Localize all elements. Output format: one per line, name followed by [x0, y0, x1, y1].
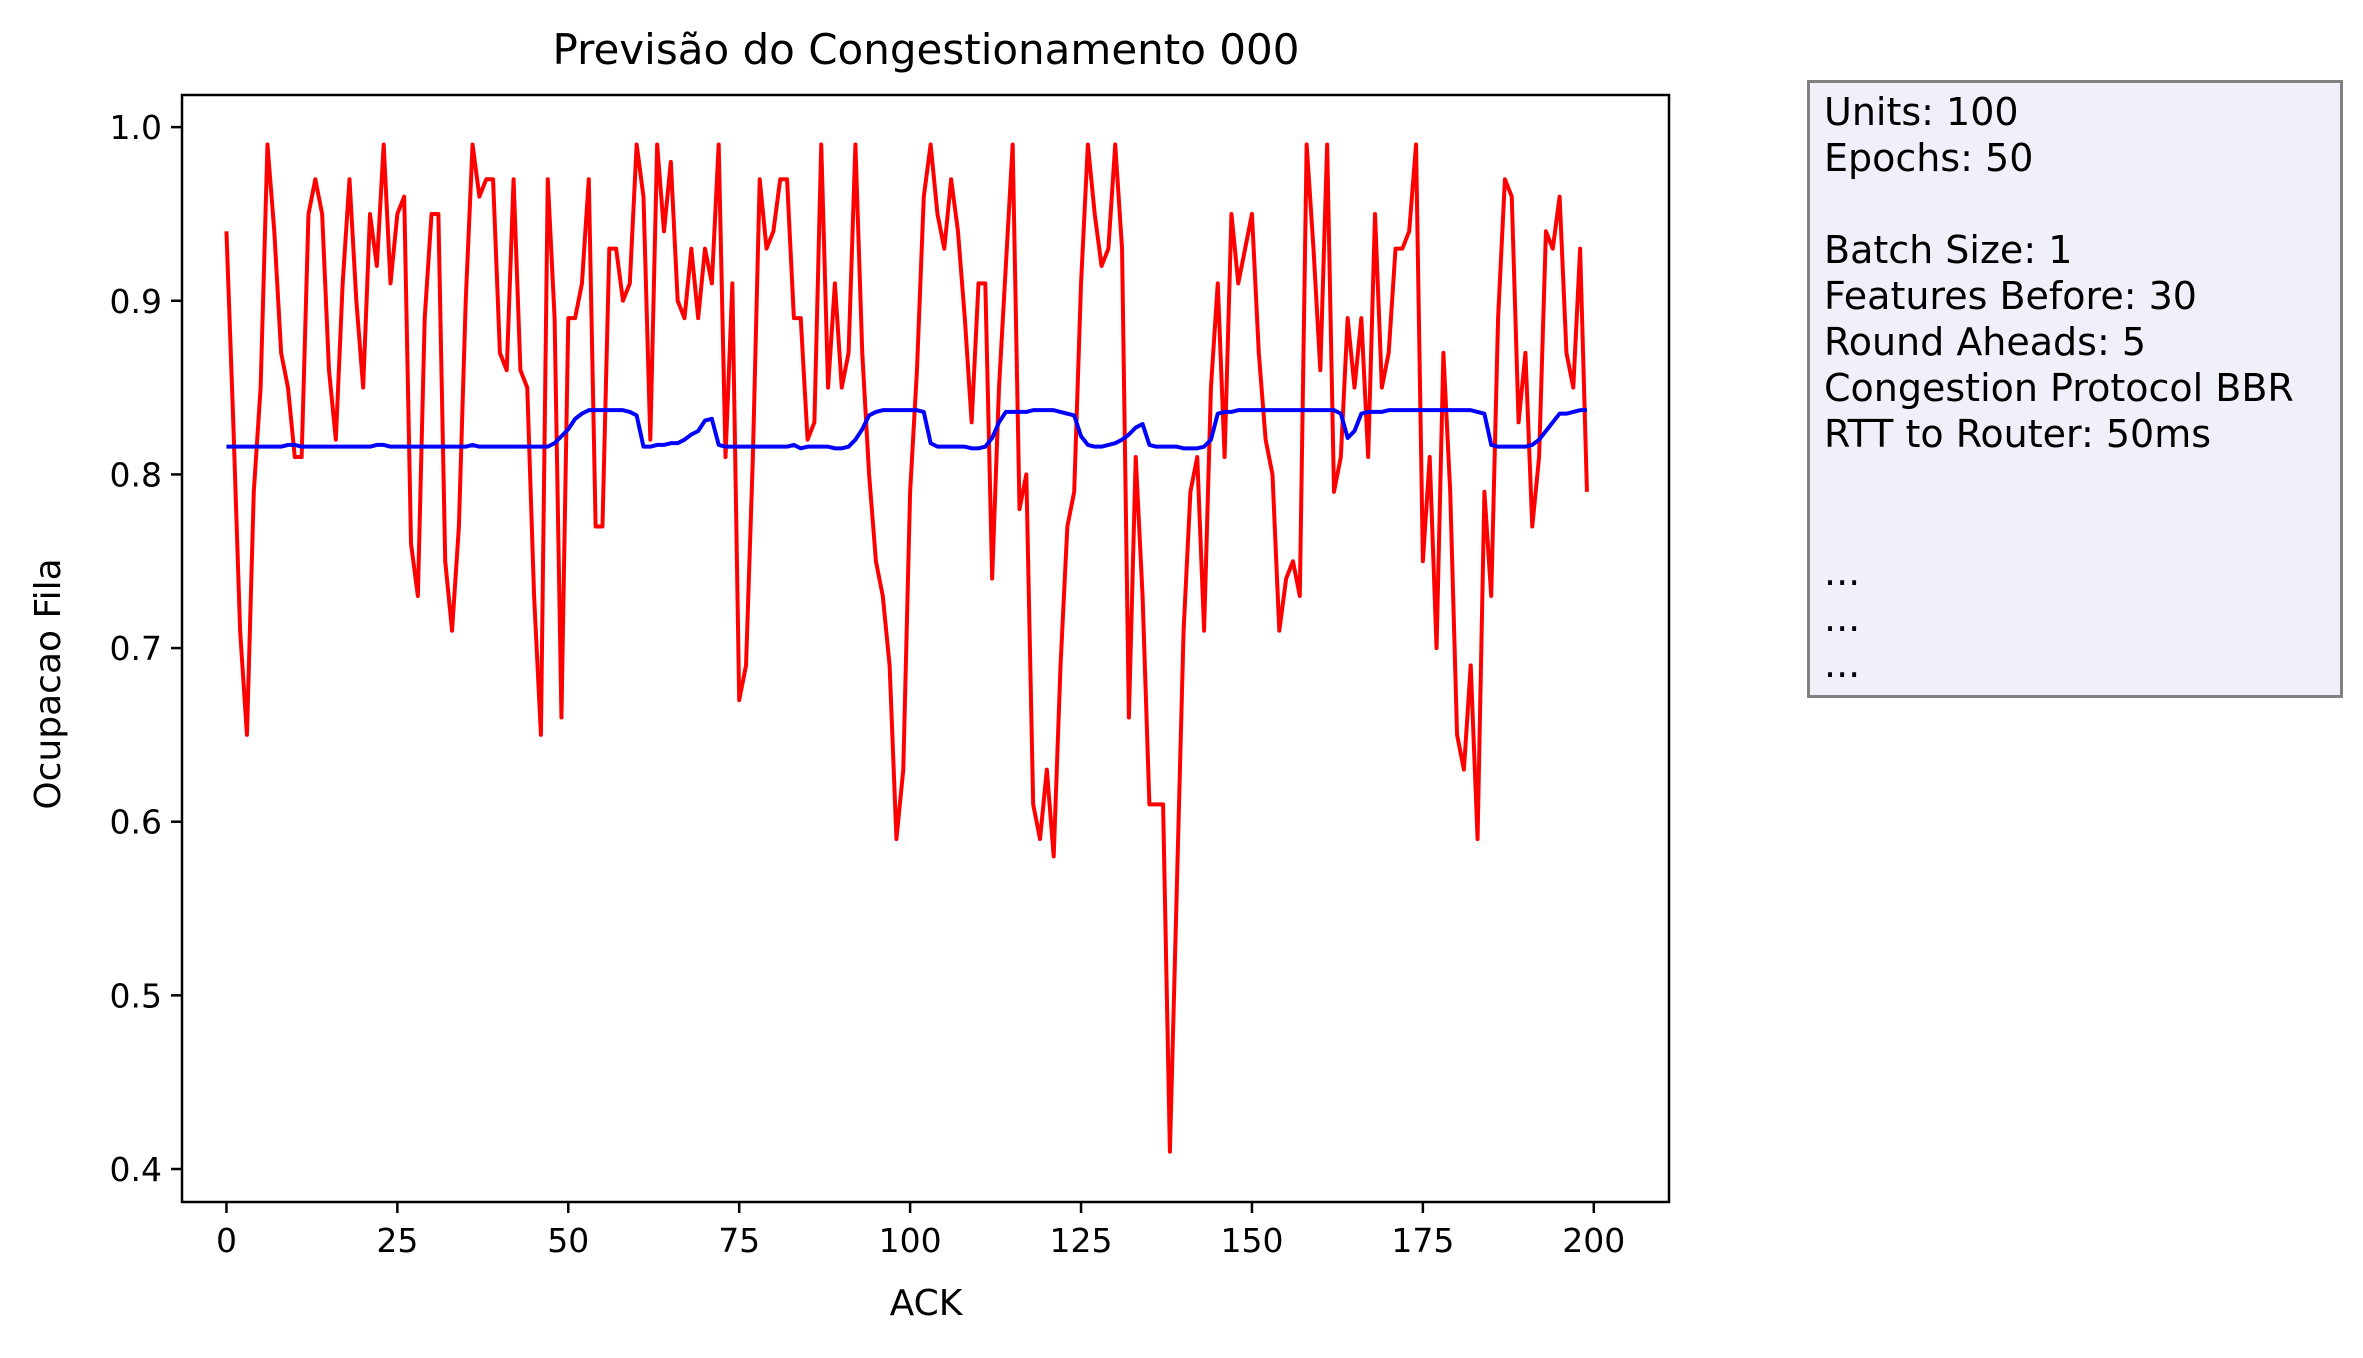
x-tick-label: 200 — [1562, 1221, 1625, 1260]
info-line — [1824, 457, 2326, 503]
y-axis-label: Ocupacao Fila — [28, 558, 69, 809]
info-line: Congestion Protocol BBR — [1824, 366, 2294, 410]
info-line: Epochs: 50 — [1824, 136, 2034, 180]
x-tick-label: 0 — [216, 1221, 237, 1260]
y-tick-label: 0.9 — [110, 282, 162, 321]
y-tick-label: 0.4 — [110, 1150, 162, 1189]
info-line: Units: 100 — [1824, 90, 2019, 134]
info-box: Units: 100 Epochs: 50 Batch Size: 1 Feature… — [1807, 80, 2343, 698]
plot-area — [180, 93, 1671, 1204]
info-line — [1824, 503, 2326, 549]
info-line: Features Before: 30 — [1824, 274, 2197, 318]
series-line-1 — [226, 408, 1587, 451]
x-tick-label: 175 — [1391, 1221, 1454, 1260]
info-line: Round Aheads: 5 — [1824, 320, 2147, 364]
y-tick-label: 0.5 — [110, 976, 162, 1015]
info-line: ... — [1824, 596, 1861, 640]
x-tick-label: 100 — [879, 1221, 942, 1260]
x-tick-label: 75 — [718, 1221, 760, 1260]
x-tick-label: 50 — [547, 1221, 589, 1260]
x-axis: 0 25 50 75 100 125 150 175 200 — [216, 1202, 1625, 1260]
x-tick-label: 150 — [1220, 1221, 1283, 1260]
y-tick-label: 0.7 — [110, 629, 162, 668]
info-line: RTT to Router: 50ms — [1824, 412, 2212, 456]
info-line: ... — [1824, 550, 1861, 594]
y-tick-label: 1.0 — [110, 108, 162, 147]
y-tick-label: 0.8 — [110, 455, 162, 494]
chart-title: Previsão do Congestionamento 000 — [553, 25, 1300, 74]
y-tick-label: 0.6 — [110, 803, 162, 842]
series-line-0 — [224, 142, 1589, 1154]
info-line — [1824, 181, 2326, 227]
y-axis: 0.4 0.5 0.6 0.7 0.8 0.9 1.0 — [110, 108, 182, 1189]
x-axis-label: ACK — [890, 1283, 964, 1324]
series-group — [224, 142, 1589, 1154]
x-tick-label: 125 — [1050, 1221, 1113, 1260]
info-line: Batch Size: 1 — [1824, 228, 2073, 272]
info-line: ... — [1824, 642, 1861, 686]
x-tick-label: 25 — [376, 1221, 418, 1260]
